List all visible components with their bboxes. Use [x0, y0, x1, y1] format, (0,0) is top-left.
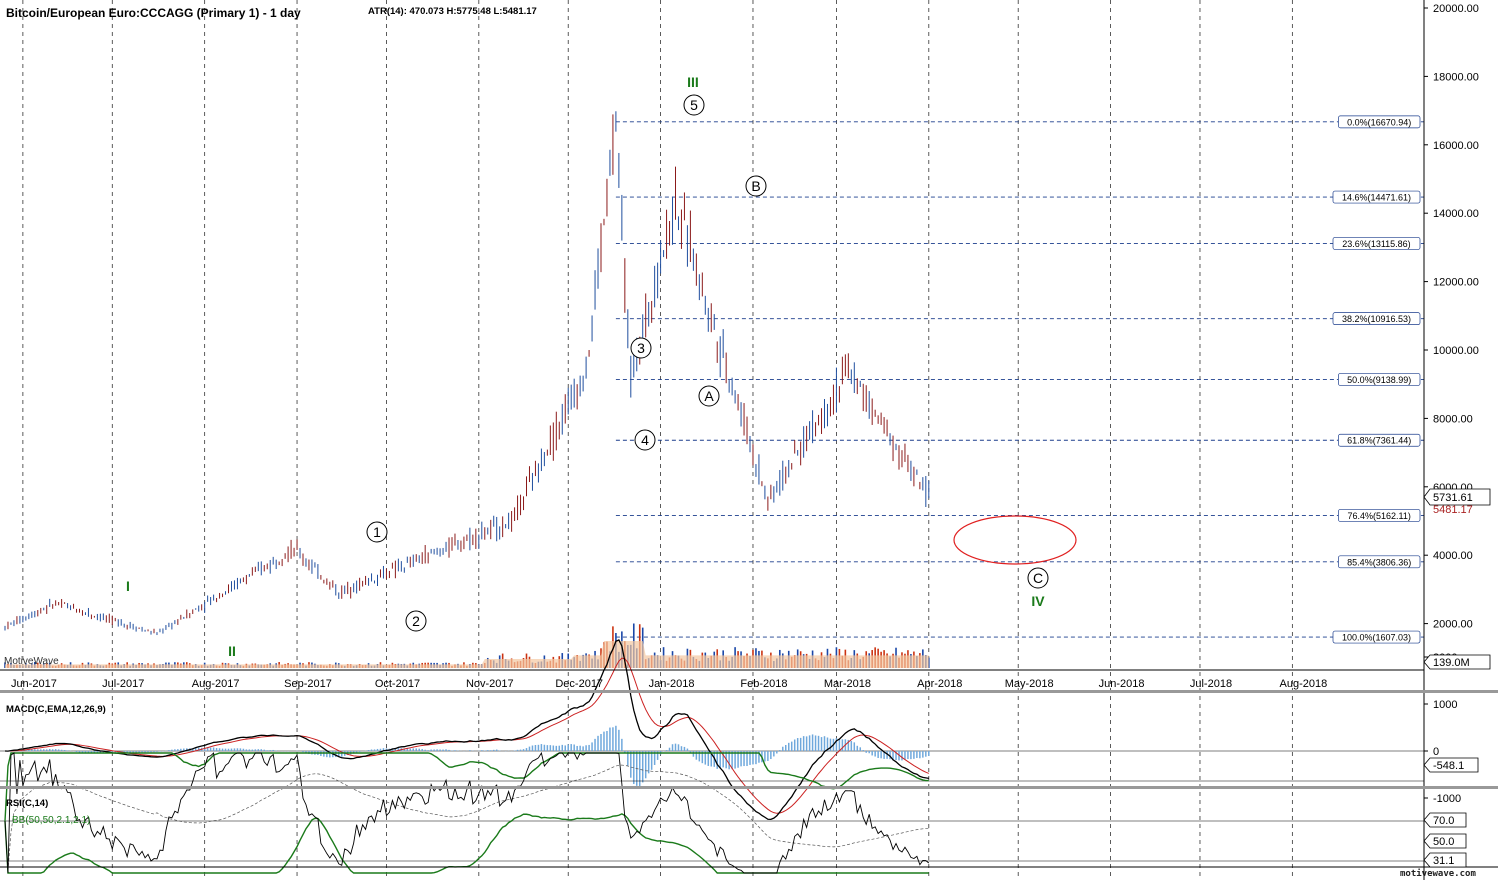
fib-label: 0.0%(16670.94) — [1347, 117, 1411, 127]
wave-label: IV — [1031, 593, 1045, 609]
source-label: MotiveWave — [4, 656, 59, 667]
macd-line — [4, 639, 929, 820]
fib-label-box — [1338, 373, 1421, 386]
chart-title: Bitcoin/European Euro:CCCAGG (Primary 1)… — [6, 6, 301, 20]
macd-y-tick-label: 1000 — [1433, 699, 1457, 711]
bb-title: BB(50,50,2.1,2.1) — [12, 815, 90, 826]
x-tick-label: Aug-2018 — [1280, 678, 1328, 690]
fib-label-box — [1338, 433, 1421, 447]
macd-title: MACD(C,EMA,12,26,9) — [6, 704, 106, 715]
volume-tag: 139.0M — [1423, 654, 1491, 670]
macd-last-value: -548.1 — [1433, 760, 1464, 772]
watermark: motivewave.com — [1400, 868, 1476, 879]
panel-separator-2 — [0, 786, 1498, 789]
wave-label: B — [751, 178, 760, 194]
y-tick-label: 20000.00 — [1433, 3, 1479, 15]
x-tick-label: Jan-2018 — [649, 678, 695, 690]
wave-circle — [1027, 567, 1049, 589]
y-tick-label: 18000.00 — [1433, 71, 1479, 83]
fib-label: 85.4%(3806.36) — [1347, 557, 1411, 567]
fib-label: 38.2%(10916.53) — [1342, 314, 1411, 324]
wave-label: III — [687, 74, 699, 90]
macd-last-tag: -548.1 — [1423, 757, 1479, 773]
y-tick-label: 8000.00 — [1433, 413, 1473, 425]
bb-upper-line — [4, 752, 929, 822]
bb-middle-line — [4, 764, 929, 872]
fib-label-box — [1338, 509, 1421, 522]
x-tick-label: Jun-2018 — [1099, 678, 1145, 690]
wave-circle — [745, 175, 767, 197]
fib-label: 50.0%(9138.99) — [1347, 375, 1411, 385]
y-tick-label: 16000.00 — [1433, 140, 1479, 152]
x-tick-label: May-2018 — [1005, 678, 1054, 690]
wave-circle — [630, 337, 652, 359]
rsi-level-50-tag: 50.0 — [1423, 833, 1467, 849]
fib-label: 61.8%(7361.44) — [1347, 436, 1411, 446]
fib-label-box — [1332, 190, 1421, 204]
x-tick-label: Feb-2018 — [740, 678, 787, 690]
grid-lines — [22, 0, 1293, 880]
fib-label-box — [1332, 312, 1421, 326]
wave-label: 3 — [637, 340, 645, 356]
x-tick-label: Mar-2018 — [824, 678, 871, 690]
rsi-last-value: 31.1 — [1433, 855, 1454, 867]
wave-circle — [634, 429, 656, 451]
fib-label-box — [1332, 237, 1421, 250]
macd-y-tick-label: -1000 — [1433, 793, 1461, 805]
chart-stats: ATR(14): 470.073 H:5775.48 L:5481.17 — [368, 6, 537, 17]
price-candles — [4, 111, 930, 636]
wave-label: C — [1033, 570, 1043, 586]
wave-label: 4 — [641, 432, 649, 448]
panel-separator-1 — [0, 690, 1498, 693]
fib-label-box — [1338, 555, 1421, 569]
volume-value: 139.0M — [1433, 657, 1470, 669]
x-tick-label: Nov-2017 — [466, 678, 514, 690]
wave-label: I — [126, 578, 130, 594]
y-tick-label: 2000.00 — [1433, 619, 1473, 631]
rsi-level-70: 70.0 — [1433, 815, 1454, 827]
last-price-value: 5731.61 — [1433, 492, 1473, 504]
y-tick-label: 10000.00 — [1433, 345, 1479, 357]
x-tick-label: Jul-2017 — [102, 678, 144, 690]
wave-label: 1 — [373, 524, 381, 540]
volume-average-area — [5, 641, 929, 668]
x-tick-label: Jun-2017 — [11, 678, 57, 690]
wave-label: II — [228, 643, 236, 659]
y-tick-label: 4000.00 — [1433, 550, 1473, 562]
macd-y-tick-label: 0 — [1433, 746, 1439, 758]
fib-label-box — [1338, 115, 1421, 129]
x-tick-label: Apr-2018 — [917, 678, 962, 690]
fib-label: 100.0%(1607.03) — [1342, 633, 1411, 643]
fib-retracement: 0.0%(16670.94) 14.6%(14471.61) 23.6%(13115… — [615, 115, 1424, 644]
target-zone-ellipse — [953, 515, 1077, 565]
rsi-line — [4, 751, 930, 874]
x-tick-label: Sep-2017 — [284, 678, 332, 690]
fib-label-box — [1332, 630, 1421, 644]
low-price-value: 5481.17 — [1433, 504, 1473, 516]
x-tick-label: Jul-2018 — [1190, 678, 1232, 690]
wave-label: 5 — [690, 97, 698, 113]
wave-label: 2 — [412, 613, 420, 629]
x-tick-label: Dec-2017 — [555, 678, 603, 690]
y-tick-label: 12000.00 — [1433, 277, 1479, 289]
rsi-level-50: 50.0 — [1433, 836, 1454, 848]
wave-circle — [683, 94, 705, 116]
y-tick-label: 14000.00 — [1433, 208, 1479, 220]
wave-circle — [405, 610, 427, 632]
wave-label: A — [704, 388, 714, 404]
rsi-last-tag: 31.1 — [1423, 852, 1467, 868]
fib-label: 23.6%(13115.86) — [1342, 239, 1410, 249]
x-tick-label: Oct-2017 — [375, 678, 420, 690]
fib-label: 76.4%(5162.11) — [1348, 511, 1411, 521]
fib-label: 14.6%(14471.61) — [1342, 193, 1411, 203]
rsi-level-70-tag: 70.0 — [1423, 812, 1467, 828]
last-price-tag: 5731.61 — [1423, 488, 1491, 506]
wave-circle — [698, 385, 720, 407]
rsi-title: RSI(C,14) — [6, 798, 48, 809]
wave-circle — [366, 521, 388, 543]
x-tick-label: Aug-2017 — [192, 678, 240, 690]
